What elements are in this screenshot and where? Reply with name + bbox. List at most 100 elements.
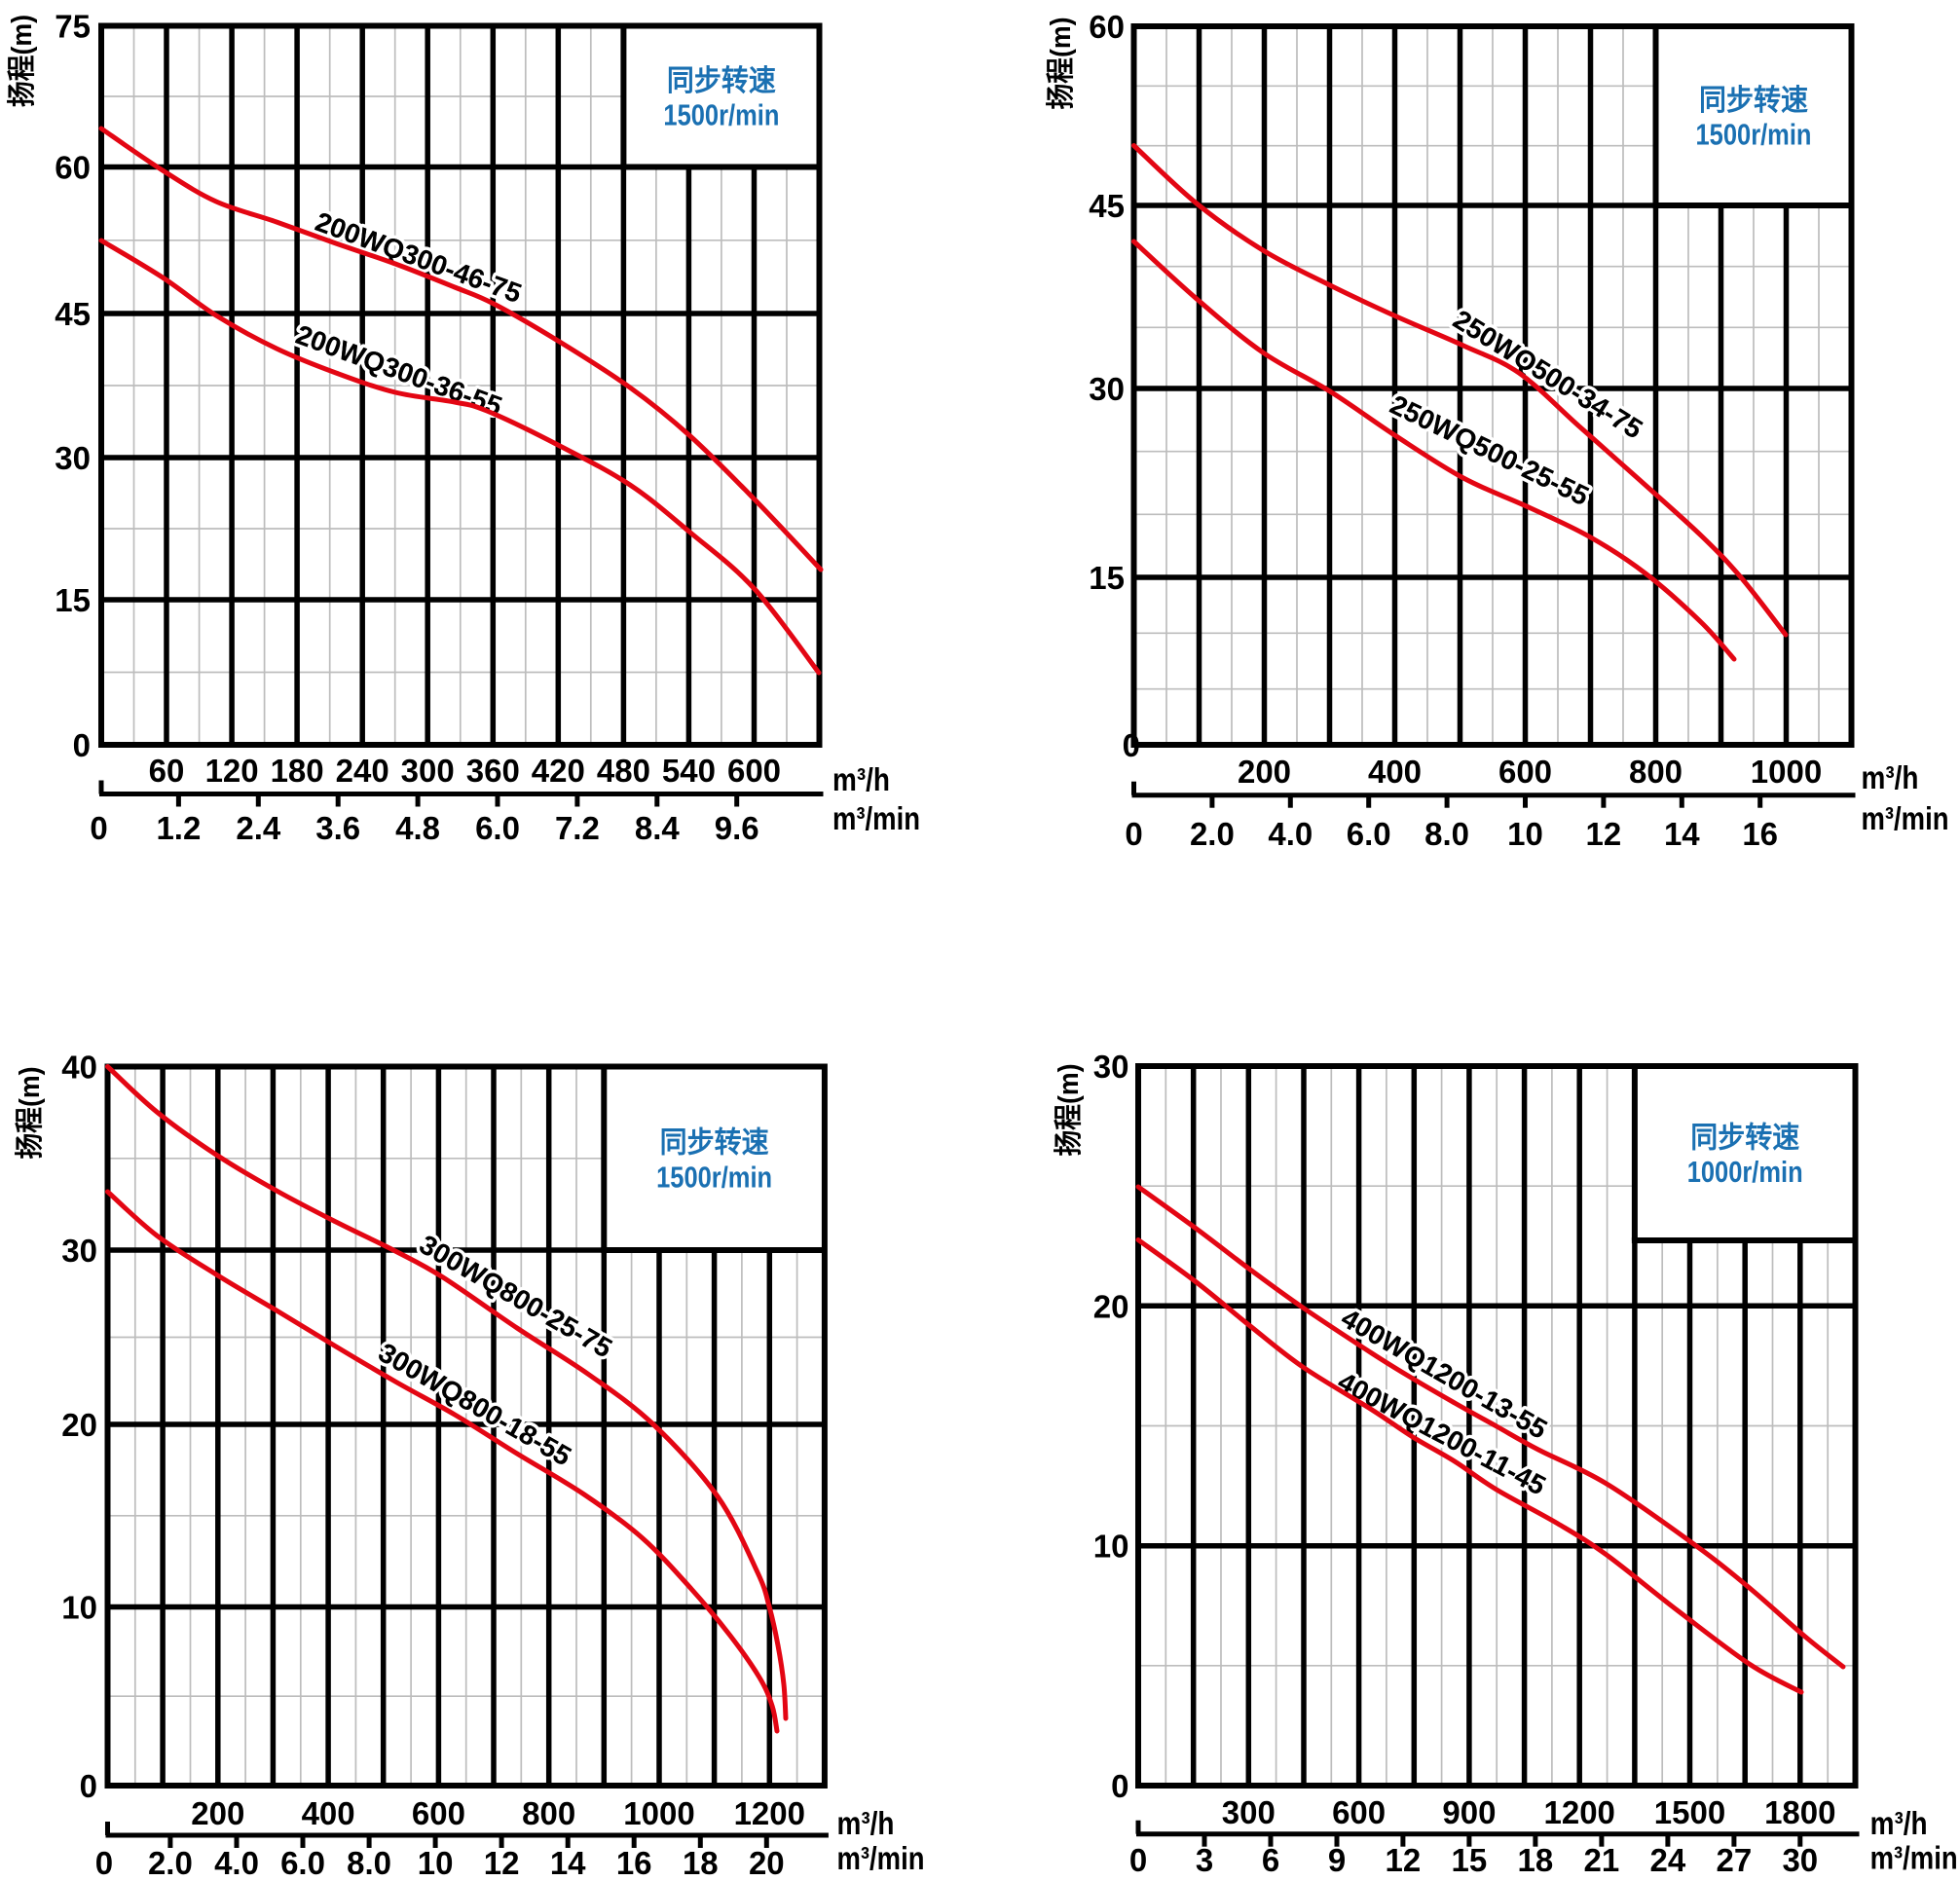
svg-text:4.0: 4.0 bbox=[214, 1845, 259, 1881]
svg-text:0: 0 bbox=[73, 727, 91, 763]
svg-text:75: 75 bbox=[55, 9, 91, 45]
svg-text:60: 60 bbox=[149, 753, 185, 789]
svg-text:800: 800 bbox=[522, 1795, 575, 1831]
svg-text:10: 10 bbox=[418, 1845, 454, 1881]
svg-text:60: 60 bbox=[55, 150, 91, 186]
svg-text:600: 600 bbox=[1498, 754, 1552, 790]
svg-text:1500r/min: 1500r/min bbox=[1696, 118, 1812, 152]
svg-text:400: 400 bbox=[1368, 754, 1422, 790]
svg-text:600: 600 bbox=[412, 1795, 465, 1831]
svg-text:180: 180 bbox=[271, 753, 324, 789]
svg-text:2.4: 2.4 bbox=[236, 810, 281, 846]
svg-text:21: 21 bbox=[1584, 1842, 1620, 1878]
svg-text:20: 20 bbox=[61, 1407, 97, 1443]
svg-text:14: 14 bbox=[1664, 816, 1700, 852]
svg-text:15: 15 bbox=[1089, 560, 1125, 596]
svg-text:240: 240 bbox=[336, 753, 389, 789]
svg-text:20: 20 bbox=[749, 1845, 785, 1881]
svg-text:2.0: 2.0 bbox=[1190, 816, 1235, 852]
svg-text:m³/min: m³/min bbox=[837, 1840, 925, 1876]
svg-text:12: 12 bbox=[1586, 816, 1622, 852]
svg-text:m³/min: m³/min bbox=[1862, 800, 1949, 836]
svg-text:0: 0 bbox=[95, 1845, 113, 1881]
svg-text:1000: 1000 bbox=[623, 1795, 694, 1831]
svg-text:200: 200 bbox=[1238, 754, 1291, 790]
svg-text:300: 300 bbox=[401, 753, 455, 789]
svg-text:7.2: 7.2 bbox=[555, 810, 600, 846]
svg-text:扬程(m): 扬程(m) bbox=[6, 15, 38, 107]
svg-text:200: 200 bbox=[191, 1795, 244, 1831]
svg-text:6: 6 bbox=[1262, 1842, 1279, 1878]
svg-text:8.0: 8.0 bbox=[1424, 816, 1469, 852]
svg-text:15: 15 bbox=[55, 582, 91, 618]
svg-text:同步转速: 同步转速 bbox=[660, 1127, 769, 1160]
svg-text:420: 420 bbox=[532, 753, 585, 789]
svg-text:2.0: 2.0 bbox=[148, 1845, 193, 1881]
svg-text:900: 900 bbox=[1442, 1794, 1496, 1830]
svg-text:1200: 1200 bbox=[1543, 1794, 1614, 1830]
svg-text:0: 0 bbox=[80, 1768, 97, 1804]
svg-text:m³/h: m³/h bbox=[832, 761, 890, 797]
svg-text:10: 10 bbox=[61, 1590, 97, 1626]
svg-text:600: 600 bbox=[727, 753, 781, 789]
svg-text:8.0: 8.0 bbox=[347, 1845, 391, 1881]
svg-text:6.0: 6.0 bbox=[475, 810, 520, 846]
svg-text:30: 30 bbox=[1093, 1049, 1129, 1085]
svg-text:20: 20 bbox=[1093, 1288, 1129, 1324]
svg-text:18: 18 bbox=[1518, 1842, 1554, 1878]
svg-text:360: 360 bbox=[466, 753, 520, 789]
svg-text:同步转速: 同步转速 bbox=[1690, 1123, 1799, 1155]
svg-text:480: 480 bbox=[597, 753, 650, 789]
svg-text:60: 60 bbox=[1089, 9, 1125, 45]
svg-text:40: 40 bbox=[61, 1050, 97, 1086]
svg-text:45: 45 bbox=[1089, 188, 1125, 224]
svg-text:0: 0 bbox=[1111, 1768, 1128, 1804]
svg-text:1200: 1200 bbox=[734, 1795, 805, 1831]
svg-text:16: 16 bbox=[1742, 816, 1778, 852]
svg-text:9: 9 bbox=[1328, 1842, 1346, 1878]
svg-text:m³/min: m³/min bbox=[832, 800, 920, 836]
svg-text:3.6: 3.6 bbox=[315, 810, 360, 846]
svg-text:9.6: 9.6 bbox=[715, 810, 759, 846]
svg-text:1.2: 1.2 bbox=[156, 810, 201, 846]
svg-text:1500r/min: 1500r/min bbox=[663, 98, 779, 132]
svg-text:扬程(m): 扬程(m) bbox=[14, 1067, 46, 1160]
svg-text:1000r/min: 1000r/min bbox=[1687, 1155, 1803, 1189]
svg-text:30: 30 bbox=[1089, 371, 1125, 407]
svg-text:扬程(m): 扬程(m) bbox=[1053, 1064, 1085, 1157]
svg-text:12: 12 bbox=[1386, 1842, 1422, 1878]
svg-text:4.8: 4.8 bbox=[395, 810, 440, 846]
svg-text:16: 16 bbox=[616, 1845, 652, 1881]
svg-text:6.0: 6.0 bbox=[1347, 816, 1391, 852]
svg-text:800: 800 bbox=[1629, 754, 1683, 790]
svg-text:同步转速: 同步转速 bbox=[1699, 85, 1808, 117]
svg-text:400: 400 bbox=[302, 1795, 355, 1831]
svg-text:1500r/min: 1500r/min bbox=[656, 1160, 772, 1194]
svg-text:4.0: 4.0 bbox=[1268, 816, 1313, 852]
svg-text:m³/min: m³/min bbox=[1870, 1840, 1958, 1876]
svg-text:10: 10 bbox=[1093, 1529, 1129, 1565]
svg-text:m³/h: m³/h bbox=[1862, 759, 1919, 795]
svg-text:15: 15 bbox=[1452, 1842, 1488, 1878]
svg-text:1800: 1800 bbox=[1764, 1794, 1835, 1830]
svg-text:120: 120 bbox=[205, 753, 259, 789]
svg-text:0: 0 bbox=[1129, 1842, 1147, 1878]
svg-text:30: 30 bbox=[1782, 1842, 1818, 1878]
svg-text:600: 600 bbox=[1332, 1794, 1386, 1830]
svg-text:6.0: 6.0 bbox=[280, 1845, 325, 1881]
svg-text:14: 14 bbox=[550, 1845, 586, 1881]
svg-text:300: 300 bbox=[1222, 1794, 1276, 1830]
svg-text:10: 10 bbox=[1507, 816, 1543, 852]
svg-text:扬程(m): 扬程(m) bbox=[1045, 18, 1077, 110]
svg-text:30: 30 bbox=[61, 1233, 97, 1269]
svg-text:3: 3 bbox=[1196, 1842, 1213, 1878]
svg-text:0: 0 bbox=[1123, 727, 1140, 763]
svg-text:24: 24 bbox=[1650, 1842, 1686, 1878]
svg-text:m³/h: m³/h bbox=[837, 1805, 895, 1841]
svg-text:12: 12 bbox=[484, 1845, 520, 1881]
svg-text:1500: 1500 bbox=[1654, 1794, 1725, 1830]
svg-text:同步转速: 同步转速 bbox=[667, 65, 776, 97]
svg-text:8.4: 8.4 bbox=[635, 810, 681, 846]
svg-text:540: 540 bbox=[662, 753, 716, 789]
svg-text:0: 0 bbox=[90, 810, 107, 846]
